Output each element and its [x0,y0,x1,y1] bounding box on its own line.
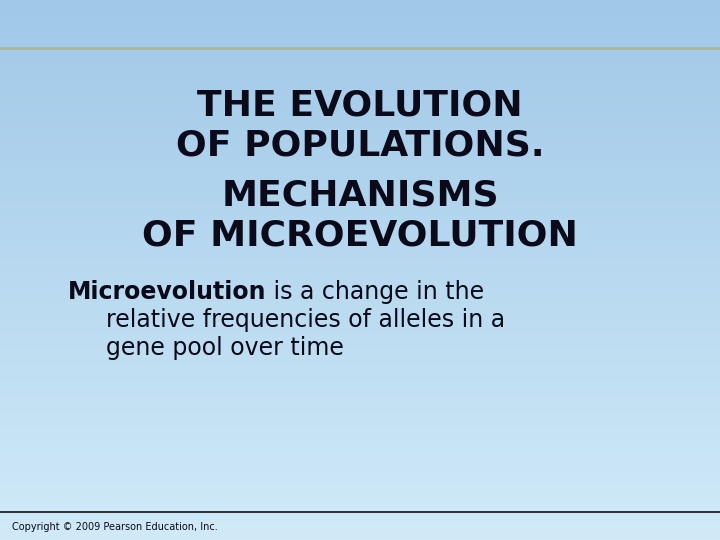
Text: THE EVOLUTION: THE EVOLUTION [197,88,523,122]
Text: MECHANISMS: MECHANISMS [221,178,499,212]
Text: is a change in the: is a change in the [266,280,485,304]
Text: Copyright © 2009 Pearson Education, Inc.: Copyright © 2009 Pearson Education, Inc. [12,522,217,532]
Text: relative frequencies of alleles in a: relative frequencies of alleles in a [106,308,505,332]
Text: OF POPULATIONS.: OF POPULATIONS. [176,128,544,162]
Text: Microevolution: Microevolution [68,280,266,304]
Text: OF MICROEVOLUTION: OF MICROEVOLUTION [142,218,578,252]
Text: gene pool over time: gene pool over time [106,336,344,360]
